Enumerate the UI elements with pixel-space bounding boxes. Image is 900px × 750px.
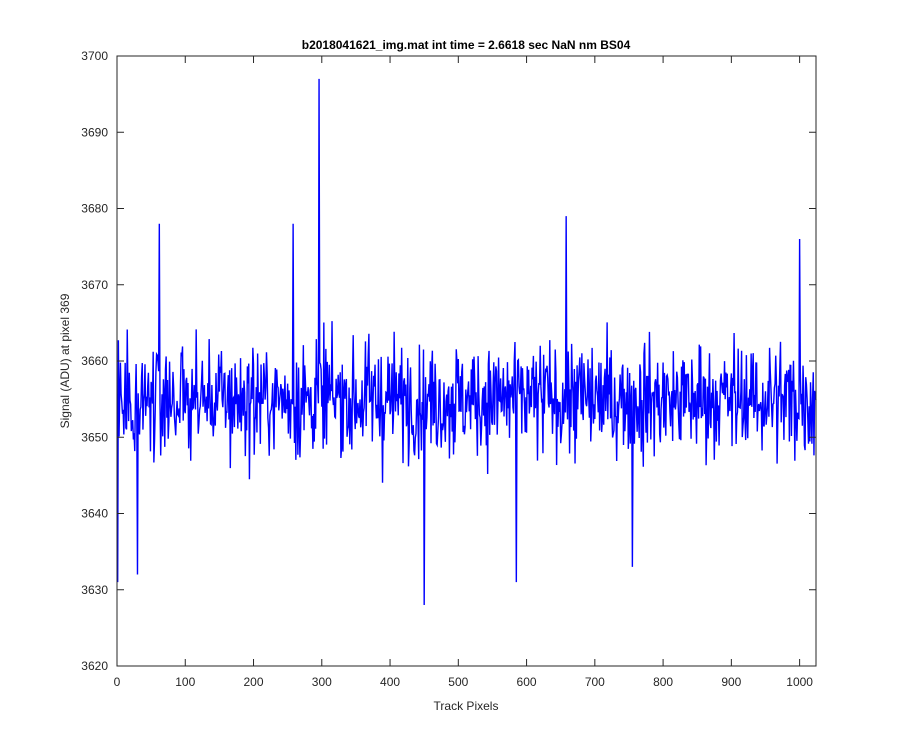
x-tick-label: 600 <box>517 675 537 689</box>
y-tick-label: 3650 <box>81 430 108 444</box>
x-tick-label: 200 <box>244 675 264 689</box>
x-tick-label: 500 <box>448 675 468 689</box>
y-tick-label: 3700 <box>81 49 108 63</box>
x-tick-label: 100 <box>175 675 195 689</box>
x-tick-label: 800 <box>653 675 673 689</box>
x-tick-label: 700 <box>585 675 605 689</box>
y-tick-label: 3640 <box>81 507 108 521</box>
signal-series-line <box>116 78 817 606</box>
y-tick-label: 3670 <box>81 278 108 292</box>
chart-title: b2018041621_img.mat int time = 2.6618 se… <box>302 38 631 52</box>
y-tick-label: 3660 <box>81 354 108 368</box>
series-layer <box>116 78 817 606</box>
x-tick-label: 300 <box>312 675 332 689</box>
x-axis-label: Track Pixels <box>434 699 499 713</box>
x-tick-label: 1000 <box>786 675 813 689</box>
ticks-layer: 0 100 200 300 400 500 600 700 800 900 1000 3620 3630… <box>81 49 816 689</box>
y-tick-label: 3690 <box>81 125 108 139</box>
y-tick-label: 3680 <box>81 202 108 216</box>
x-tick-label: 400 <box>380 675 400 689</box>
x-tick-label: 900 <box>721 675 741 689</box>
y-tick-label: 3630 <box>81 583 108 597</box>
y-axis-label: Signal (ADU) at pixel 369 <box>58 293 72 428</box>
y-tick-label: 3620 <box>81 659 108 673</box>
x-tick-label: 0 <box>114 675 121 689</box>
